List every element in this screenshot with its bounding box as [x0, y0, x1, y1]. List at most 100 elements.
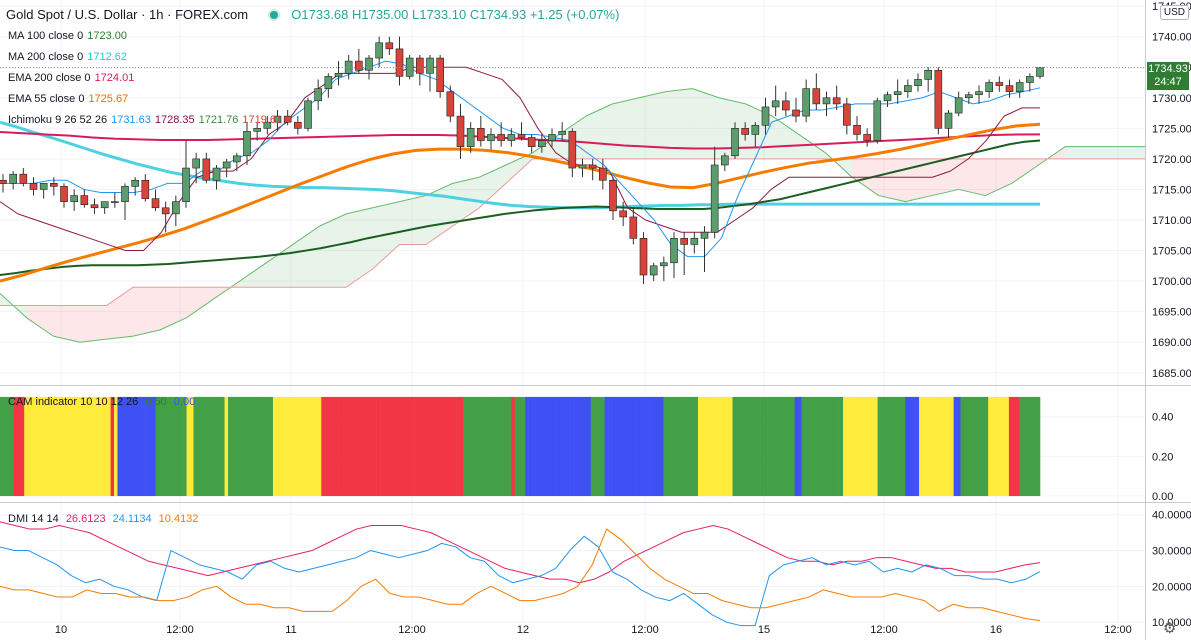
cam-bar	[224, 396, 229, 497]
cam-bar	[494, 396, 498, 497]
cam-bar	[497, 396, 502, 497]
cam-bar	[234, 396, 239, 497]
cam-bar	[887, 396, 892, 497]
cam-bar	[1026, 396, 1030, 497]
cam-bar	[742, 396, 747, 497]
cam-bar	[552, 396, 557, 497]
currency-badge[interactable]: USD	[1159, 5, 1189, 20]
cam-bar	[127, 396, 132, 497]
cam-bar	[507, 396, 512, 497]
cam-bar	[69, 396, 73, 497]
candle-body	[710, 164, 719, 233]
cam-bar	[141, 396, 146, 497]
cam-bar	[314, 396, 319, 497]
cloud-segment	[319, 213, 347, 288]
ma100-line	[0, 139, 1041, 276]
y-tick-label: 1720.00	[1152, 154, 1191, 166]
candle-body	[507, 134, 516, 141]
y-tick-label: 1700.00	[1152, 276, 1191, 288]
indicator-legend-row[interactable]: Ichimoku 9 26 52 26 1731.63 1728.35 1721.76…	[8, 113, 286, 127]
symbol-title[interactable]: Gold Spot / U.S. Dollar · 1h · FOREX.com	[6, 7, 249, 22]
header-row: Gold Spot / U.S. Dollar · 1h · FOREX.com…	[6, 8, 623, 22]
cam-bars-layer	[0, 396, 1041, 497]
cloud-segment	[292, 226, 320, 288]
cam-bar	[238, 396, 243, 497]
candle-body	[548, 134, 556, 141]
cam-bar	[704, 396, 709, 497]
cam-bar	[248, 396, 253, 497]
cam-bar	[735, 396, 740, 497]
cam-bar	[331, 396, 336, 497]
cam-bar	[366, 396, 371, 497]
cam-value-1: 0.50	[145, 396, 167, 408]
candle-body	[782, 100, 790, 111]
cam-bar	[919, 396, 923, 497]
cam-bar	[884, 396, 889, 497]
cam-bar	[38, 396, 42, 497]
cam-bar	[957, 396, 961, 497]
candle-body	[212, 167, 221, 181]
cam-bar	[86, 396, 91, 497]
indicator-label: EMA 55 close 0	[8, 93, 85, 105]
cloud-segment	[1011, 158, 1039, 184]
cam-bar	[283, 396, 288, 497]
cam-bar	[196, 396, 201, 497]
cam-bar	[811, 396, 816, 497]
cam-bar	[1015, 396, 1020, 497]
cam-bar	[770, 396, 775, 497]
cam-bar	[694, 396, 699, 497]
cam-bar	[169, 396, 174, 497]
dmi-label[interactable]: DMI 14 14	[8, 513, 59, 525]
cam-bar	[794, 396, 799, 497]
cam-bar	[846, 396, 851, 497]
cam-bar	[787, 396, 792, 497]
cam-bar	[677, 396, 681, 497]
candle-body	[568, 131, 577, 169]
cam-bar	[653, 396, 657, 497]
cam-bar	[722, 396, 726, 497]
candle-body	[70, 195, 78, 202]
candle-body	[965, 94, 973, 99]
candle-body	[151, 198, 160, 209]
cam-bar	[670, 396, 675, 497]
dmi-value-2: 24.1134	[112, 513, 152, 525]
cam-bar	[210, 396, 215, 497]
indicator-label: MA 200 close 0	[8, 51, 84, 63]
cam-bar	[767, 396, 771, 497]
cam-bar	[176, 396, 180, 497]
cam-label[interactable]: CAM indicator 10 10 12 26	[8, 396, 139, 408]
candle-body	[60, 186, 68, 202]
cam-bar	[200, 396, 205, 497]
cam-bar	[100, 396, 104, 497]
cam-bar	[967, 396, 972, 497]
y-tick-label: 1725.00	[1152, 123, 1191, 135]
candle-body	[375, 42, 383, 59]
candle-body	[233, 155, 241, 163]
indicator-legend-row[interactable]: MA 100 close 0 1723.00	[8, 29, 131, 43]
indicator-legend-row[interactable]: EMA 55 close 0 1725.67	[8, 92, 132, 106]
cam-bar	[424, 396, 429, 497]
cam-bar	[535, 396, 540, 497]
cam-bar	[860, 396, 865, 497]
cam-bar	[82, 396, 87, 497]
indicator-label: MA 100 close 0	[8, 30, 84, 42]
cam-bar	[359, 396, 364, 497]
cam-bar	[1029, 396, 1034, 497]
indicator-legend-row[interactable]: MA 200 close 0 1712.62	[8, 50, 131, 64]
indicator-legend-row[interactable]: EMA 200 close 0 1724.01	[8, 71, 138, 85]
cam-bar	[950, 396, 954, 497]
candle-body	[121, 186, 129, 202]
cam-bar	[1008, 396, 1013, 497]
cam-bar	[435, 396, 440, 497]
cam-bar	[114, 396, 118, 497]
candle-body	[1015, 82, 1024, 92]
candle-body	[873, 100, 882, 141]
gear-icon[interactable]: ⚙	[1163, 620, 1177, 637]
candle-body	[853, 124, 861, 135]
cam-bar	[874, 396, 878, 497]
cam-bar	[784, 396, 789, 497]
cam-bar	[697, 396, 702, 497]
ohlc-readout: O1733.68 H1735.00 L1733.10 C1734.93 +1.2…	[291, 7, 620, 22]
cam-bar	[604, 396, 609, 497]
bar-countdown: 24:47	[1154, 76, 1182, 88]
